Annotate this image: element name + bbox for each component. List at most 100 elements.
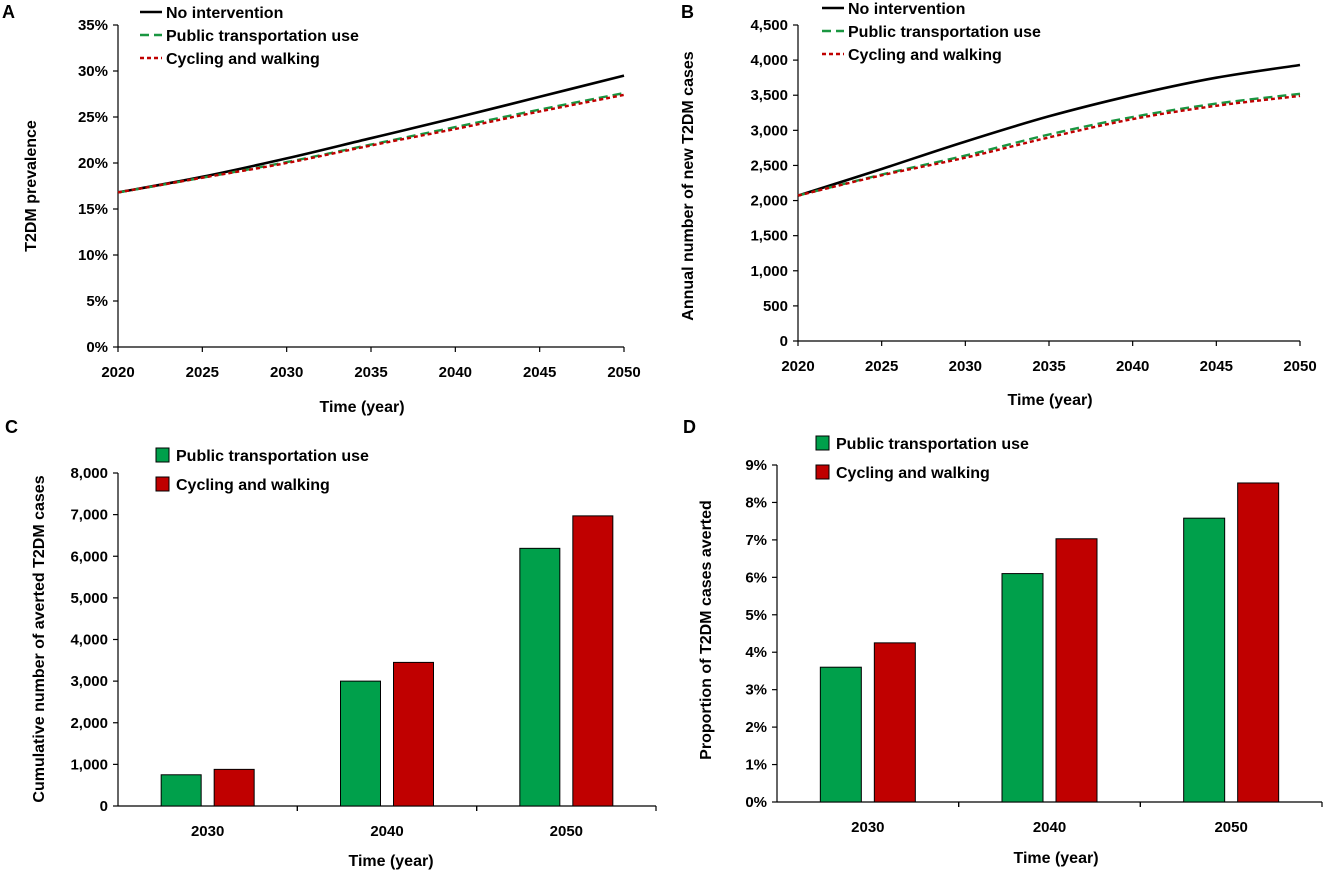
panel-letter: B [681,2,694,22]
legend-label-no-intervention: No intervention [166,5,283,22]
x-tick-label: 2045 [1200,358,1233,375]
series-line-public-transportation-use [797,92,1301,197]
y-tick-label: 15% [78,201,108,218]
y-axis-title: Annual number of new T2DM cases [680,51,697,320]
legend-label-no-intervention: No intervention [848,1,965,18]
bar-public-transportation-use-2040 [1001,573,1044,803]
x-tick-label: 2045 [523,364,556,381]
x-tick-label: 2050 [1214,819,1247,836]
x-tick-label: 2050 [607,364,640,381]
bar-cycling-and-walking-2030 [213,768,255,807]
y-tick-label: 5% [86,293,108,310]
y-tick-label: 2% [745,719,767,736]
y-tick-label: 1% [745,757,767,774]
x-axis-title: Time (year) [348,853,433,870]
x-tick-label: 2040 [370,823,403,840]
panel-letter: C [5,417,18,437]
x-tick-label: 2030 [851,819,884,836]
x-tick-label: 2025 [865,358,898,375]
x-axis-title: Time (year) [1013,850,1098,867]
bar-public-transportation-use-2050 [519,547,561,807]
y-tick-label: 3,500 [750,87,788,104]
y-tick-label: 5% [745,607,767,624]
legend-swatch-public-transportation-use [815,435,830,451]
y-tick-label: 30% [78,63,108,80]
legend-swatch-cycling-and-walking [155,476,170,492]
x-tick-label: 2020 [101,364,134,381]
x-tick-label: 2040 [1033,819,1066,836]
y-tick-label: 6,000 [70,548,108,565]
y-tick-label: 7% [745,532,767,549]
y-tick-label: 35% [78,17,108,34]
x-tick-label: 2035 [1032,358,1065,375]
bar-public-transportation-use-2030 [819,666,862,803]
y-tick-label: 5,000 [70,590,108,607]
y-tick-label: 1,500 [750,228,788,245]
x-tick-label: 2030 [270,364,303,381]
y-tick-label: 500 [763,298,788,315]
x-tick-label: 2040 [439,364,472,381]
legend-swatch-public-transportation-use [155,447,170,463]
y-axis-title: Cumulative number of averted T2DM cases [31,475,48,802]
bar-cycling-and-walking-2040 [393,661,434,807]
x-tick-label: 2050 [1283,358,1316,375]
legend-label-public-transportation-use: Public transportation use [166,28,359,45]
y-tick-label: 0 [780,333,788,350]
bar-cycling-and-walking-2050 [1237,482,1280,803]
y-tick-label: 2,000 [750,193,788,210]
series-line-cycling-and-walking [117,93,625,194]
y-tick-label: 25% [78,109,108,126]
series-line-no-intervention [797,63,1301,197]
y-tick-label: 0% [745,794,767,811]
x-axis-title: Time (year) [319,399,404,416]
panel-b: B 0 500 1,000 1,500 2,000 2,500 3,000 3,500 4,000… [680,1,1317,409]
bar-cycling-and-walking-2050 [572,515,614,807]
y-tick-label: 20% [78,155,108,172]
y-axis-title: Proportion of T2DM cases averted [698,500,715,760]
bar-public-transportation-use-2030 [160,774,202,807]
x-tick-label: 2030 [191,823,224,840]
panel-c: C 0 1,000 2,000 3,000 4,000 5,000 6,000 7,000 8,0… [5,417,657,870]
bar-public-transportation-use-2050 [1183,517,1226,803]
series-line-no-intervention [117,74,625,194]
legend-label-cycling-and-walking: Cycling and walking [176,477,330,494]
x-axis-title: Time (year) [1007,392,1092,409]
y-tick-label: 1,000 [750,263,788,280]
y-tick-label: 10% [78,247,108,264]
y-axis-title: T2DM prevalence [23,120,40,252]
bar-cycling-and-walking-2030 [873,642,916,803]
legend-label-cycling-and-walking: Cycling and walking [166,51,320,68]
x-tick-label: 2040 [1116,358,1149,375]
y-tick-label: 4,000 [750,52,788,69]
y-tick-label: 0 [100,798,108,815]
y-tick-label: 8,000 [70,465,108,482]
y-tick-label: 0% [86,339,108,356]
y-tick-label: 9% [745,457,767,474]
panel-a: A 0% 5% 10% 15% 20% 25% 30% 35% Time (year) T2DM p… [2,2,641,416]
x-tick-label: 2025 [186,364,219,381]
y-tick-label: 2,500 [750,157,788,174]
x-tick-label: 2050 [550,823,583,840]
y-tick-label: 1,000 [70,756,108,773]
legend-label-public-transportation-use: Public transportation use [848,24,1041,41]
y-tick-label: 8% [745,494,767,511]
bar-public-transportation-use-2040 [340,680,381,807]
panel-letter: A [2,2,15,22]
y-tick-label: 4,000 [70,632,108,649]
y-tick-label: 4% [745,644,767,661]
legend-label-cycling-and-walking: Cycling and walking [848,47,1002,64]
bar-cycling-and-walking-2040 [1055,538,1098,803]
legend-label-public-transportation-use: Public transportation use [836,436,1029,453]
legend-label-cycling-and-walking: Cycling and walking [836,465,990,482]
y-tick-label: 3,000 [750,122,788,139]
x-tick-label: 2020 [781,358,814,375]
legend-swatch-cycling-and-walking [815,464,830,480]
y-tick-label: 4,500 [750,17,788,34]
legend-label-public-transportation-use: Public transportation use [176,448,369,465]
y-tick-label: 6% [745,569,767,586]
y-tick-label: 3% [745,682,767,699]
y-tick-label: 3,000 [70,673,108,690]
x-tick-label: 2035 [354,364,387,381]
y-tick-label: 7,000 [70,507,108,524]
